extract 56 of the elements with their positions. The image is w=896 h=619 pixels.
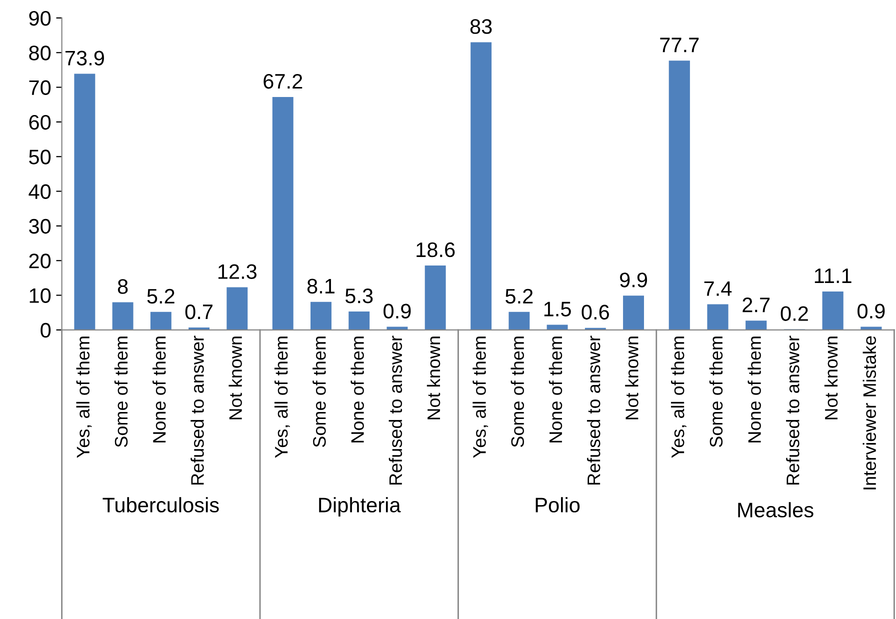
x-tick-label: Refused to answer xyxy=(786,336,800,485)
data-label: 2.7 xyxy=(742,298,770,312)
data-label: 12.3 xyxy=(218,264,257,280)
data-label: 67.2 xyxy=(264,74,302,89)
x-tick-label: Yes, all of them xyxy=(472,336,488,458)
x-tick-label: Refused to answer xyxy=(190,336,204,485)
x-tick-label: Not known xyxy=(426,336,440,420)
y-tick-label: 80 xyxy=(29,46,51,60)
x-tick-label: None of them xyxy=(152,336,166,442)
data-label: 9.9 xyxy=(620,272,648,288)
x-tick-label: Some of them xyxy=(312,336,326,448)
x-tick-label: Some of them xyxy=(709,336,723,448)
x-tick-label: None of them xyxy=(748,336,761,442)
data-label: 18.6 xyxy=(416,242,455,258)
x-axis-title: Polio xyxy=(536,497,580,512)
x-tick-label: Yes, all of them xyxy=(274,336,290,458)
x-tick-label: Refused to answer xyxy=(586,336,600,485)
data-label: 83 xyxy=(470,19,492,34)
x-tick-label: Not known xyxy=(625,336,638,420)
data-label: 73.9 xyxy=(65,50,104,66)
x-tick-label: Yes, all of them xyxy=(76,336,92,458)
data-label: 8 xyxy=(118,279,128,294)
x-tick-label: Not known xyxy=(228,336,242,420)
data-label: 5.2 xyxy=(506,288,533,304)
x-axis-title: Tuberculosis xyxy=(102,497,219,512)
y-tick-label: 40 xyxy=(28,184,51,200)
data-label: 77.7 xyxy=(660,38,699,52)
x-tick-label: None of them xyxy=(548,336,562,442)
data-label: 0.7 xyxy=(185,304,212,320)
y-tick-label: 0 xyxy=(40,322,51,338)
x-axis-title: Diphteria xyxy=(319,497,401,517)
x-tick-label: Interviewer Mistake xyxy=(862,336,876,490)
data-label: 8.1 xyxy=(307,278,334,294)
data-label: 1.5 xyxy=(544,302,571,316)
x-tick-label: Some of them xyxy=(510,336,524,448)
x-axis-title: Measles xyxy=(738,502,814,518)
x-tick-label: None of them xyxy=(350,336,364,442)
y-tick-label: 90 xyxy=(29,10,51,26)
data-label: 7.4 xyxy=(704,281,732,296)
data-label: 0.9 xyxy=(858,304,885,319)
data-label: 5.3 xyxy=(345,288,373,304)
x-tick-label: Not known xyxy=(824,336,838,420)
x-tick-label: Refused to answer xyxy=(388,336,402,485)
data-label: 0.9 xyxy=(384,304,411,319)
data-label: 0.2 xyxy=(780,306,808,321)
y-tick-label: 10 xyxy=(30,288,51,304)
x-tick-label: Some of them xyxy=(114,336,128,448)
y-tick-label: 50 xyxy=(29,150,51,164)
y-tick-label: 70 xyxy=(29,80,51,96)
y-tick-label: 30 xyxy=(29,218,51,234)
y-tick-label: 20 xyxy=(29,254,51,268)
x-tick-label: Yes, all of them xyxy=(670,336,686,458)
data-label: 0.6 xyxy=(582,304,609,320)
y-tick-label: 60 xyxy=(29,114,51,130)
data-label: 5.2 xyxy=(147,288,174,304)
data-label: 11.1 xyxy=(814,268,852,283)
